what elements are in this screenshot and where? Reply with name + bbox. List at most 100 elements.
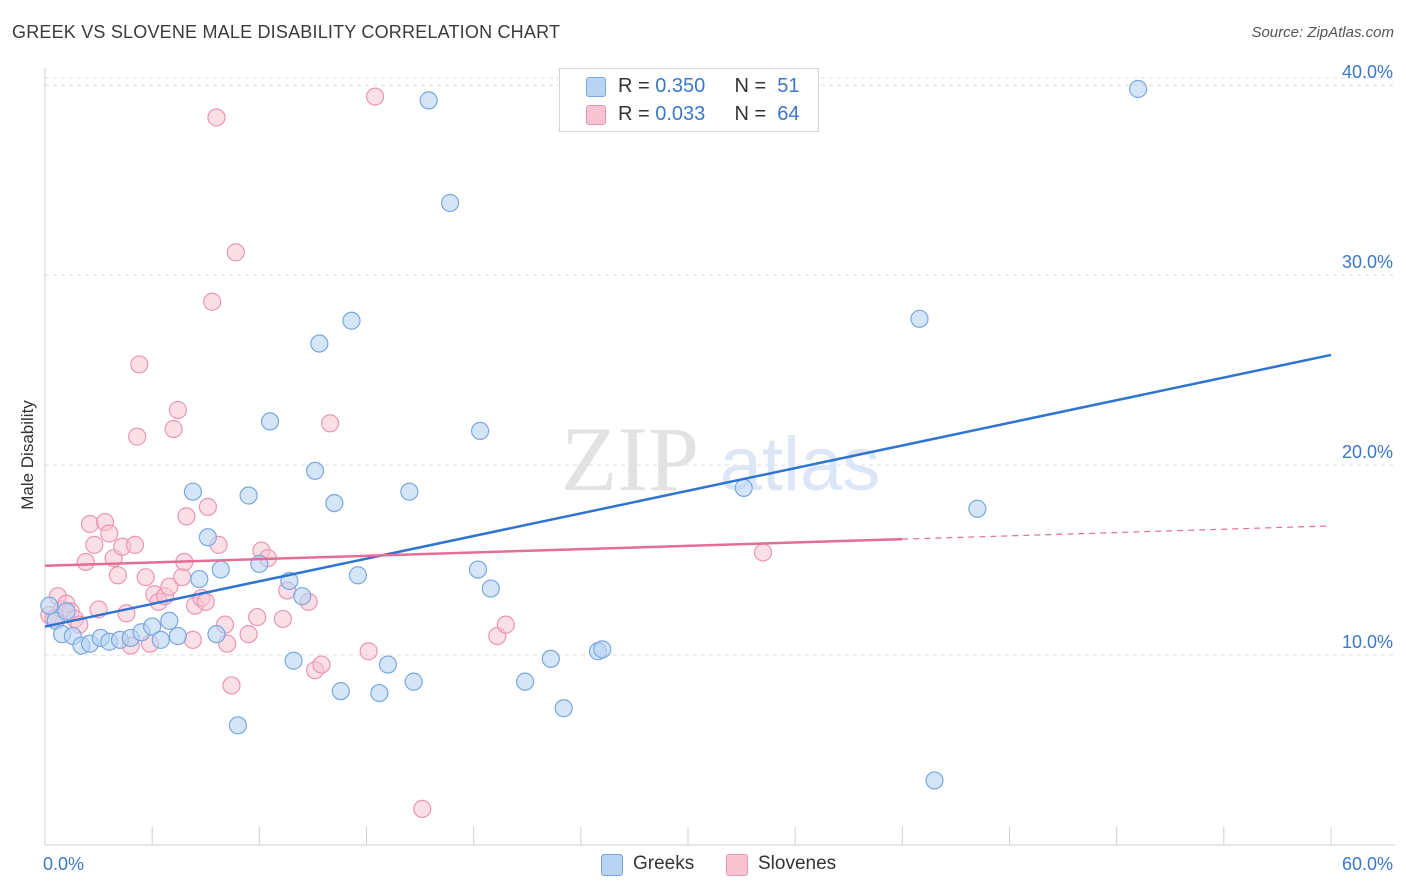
greeks-point <box>925 771 944 790</box>
slovenes-point <box>128 427 147 446</box>
slovenes-point <box>413 799 432 819</box>
greeks-point <box>168 626 187 646</box>
slovenes-point <box>359 642 378 661</box>
grid-lines <box>45 77 1395 656</box>
greeks-swatch <box>586 77 606 97</box>
slovenes-point <box>177 507 196 526</box>
greeks-point <box>325 493 344 513</box>
greeks-point <box>228 716 247 735</box>
greeks-point <box>419 91 438 110</box>
slovenes-n-value: 64 <box>777 103 800 125</box>
slovenes-point <box>85 535 104 554</box>
slovenes-legend-swatch <box>726 854 748 876</box>
greeks-n-value: 51 <box>777 75 800 97</box>
greeks-point <box>310 334 329 353</box>
slovenes-point <box>125 535 145 554</box>
slovenes-point <box>173 568 192 587</box>
slovenes-point <box>168 400 187 420</box>
greeks-r-label: R = <box>618 75 656 97</box>
greeks-point <box>968 499 987 518</box>
slovenes-n-label: N = <box>734 103 772 125</box>
greeks-point <box>370 683 389 703</box>
greeks-point <box>331 682 350 701</box>
greeks-point <box>183 482 202 501</box>
slovenes-point <box>203 292 222 311</box>
slovenes-r-value: 0.033 <box>655 103 706 125</box>
greeks-trend-line <box>44 353 1332 628</box>
watermark-zip: ZIP <box>561 408 699 510</box>
slovenes-trend-line <box>44 537 903 568</box>
greeks-point <box>400 482 419 501</box>
slovenes-point <box>207 108 226 127</box>
greeks-point <box>468 560 488 579</box>
correlation-legend: R = 0.350 N = 51 R = 0.033 N = 64 <box>559 68 819 132</box>
slovenes-point <box>273 609 293 629</box>
greeks-legend-swatch <box>601 854 623 876</box>
greeks-n-label: N = <box>734 75 772 97</box>
slovenes-point <box>226 243 245 262</box>
slovenes-point <box>222 676 241 695</box>
greeks-point <box>734 478 753 497</box>
greeks-point <box>284 651 303 670</box>
axes <box>44 68 1395 846</box>
slovenes-point <box>365 87 385 106</box>
greeks-point <box>57 602 76 621</box>
slovenes-point <box>108 566 127 585</box>
greeks-point <box>293 587 312 606</box>
slovenes-point <box>753 543 773 562</box>
chart-title: GREEK VS SLOVENE MALE DISABILITY CORRELA… <box>12 22 561 42</box>
watermark: ZIP atlas <box>561 408 880 510</box>
greeks-point <box>143 617 162 636</box>
greeks-point <box>910 309 929 328</box>
greeks-point <box>239 486 258 505</box>
greeks-point <box>516 672 535 691</box>
greeks-point <box>260 412 280 431</box>
slovenes-point <box>136 568 155 587</box>
greeks-point <box>151 630 170 649</box>
greeks-point <box>198 528 217 547</box>
slovenes-swatch <box>586 105 606 125</box>
greeks-point <box>470 421 490 441</box>
slovenes-point <box>239 625 258 644</box>
x-tick-label: 60.0% <box>1342 854 1393 874</box>
greeks-point <box>207 625 226 644</box>
slovenes-point <box>100 524 119 543</box>
trend-lines <box>44 353 1332 628</box>
greeks-point <box>593 640 612 659</box>
greeks-point <box>1128 79 1148 99</box>
greeks-point <box>554 699 573 718</box>
greeks-r-value: 0.350 <box>655 75 706 97</box>
greeks-point <box>160 611 179 630</box>
greeks-points <box>40 79 1148 790</box>
greeks-point <box>378 655 398 674</box>
slovenes-point <box>80 514 100 534</box>
legend-item-slovenes[interactable]: Slovenes <box>726 852 856 876</box>
slovenes-point <box>183 630 202 649</box>
x-tick-label: 0.0% <box>43 854 84 874</box>
y-tick-label: 40.0% <box>1342 62 1393 82</box>
legend-item-greeks[interactable]: Greeks <box>601 852 711 876</box>
greeks-point <box>211 560 230 579</box>
greeks-point <box>40 596 59 615</box>
slovenes-point <box>198 497 217 516</box>
greeks-point <box>541 649 560 668</box>
greeks-legend-label: Greeks <box>633 853 695 874</box>
greeks-point <box>305 461 325 480</box>
y-tick-label: 20.0% <box>1342 442 1393 462</box>
slovenes-trend-extension <box>902 525 1332 540</box>
greeks-point <box>440 193 460 213</box>
greeks-point <box>348 566 368 585</box>
slovenes-point <box>496 615 515 634</box>
greeks-point <box>190 569 209 589</box>
greeks-point <box>481 579 500 598</box>
slovenes-r-label: R = <box>618 103 656 125</box>
slovenes-point <box>196 592 215 611</box>
slovenes-point <box>164 419 183 439</box>
slovenes-point <box>320 414 340 433</box>
greeks-point <box>404 672 423 691</box>
slovenes-point <box>248 607 267 627</box>
slovenes-legend-label: Slovenes <box>758 853 837 874</box>
slovenes-point <box>160 577 179 596</box>
y-tick-label: 30.0% <box>1342 252 1393 272</box>
